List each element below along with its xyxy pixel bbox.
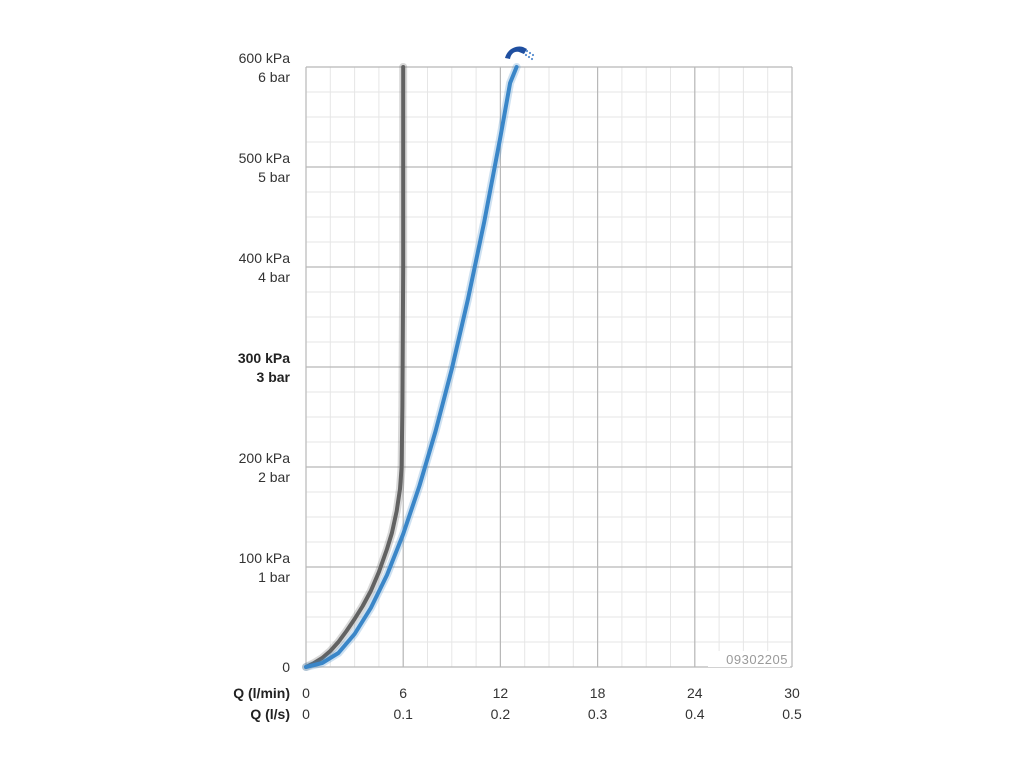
product-code-background bbox=[708, 651, 790, 667]
x-tick-label-lmin: 6 bbox=[399, 685, 407, 701]
product-code: 09302205 bbox=[726, 652, 788, 667]
y-tick-label-kpa: 200 kPa bbox=[239, 450, 291, 466]
y-tick-label-bar: 6 bar bbox=[258, 69, 290, 85]
series-line-1 bbox=[304, 65, 406, 669]
y-axis-labels: 0 100 kPa 1 bar 200 kPa 2 bar 300 kPa 3 bar 400… bbox=[238, 50, 291, 675]
y-tick-label-kpa: 600 kPa bbox=[239, 50, 291, 66]
x-tick-label-lmin: 24 bbox=[687, 685, 703, 701]
y-tick-label-bar: 2 bar bbox=[258, 469, 290, 485]
x-tick-label-lmin: 30 bbox=[784, 685, 800, 701]
y-tick-label-kpa: 500 kPa bbox=[239, 150, 291, 166]
x-tick-label-ls: 0.2 bbox=[491, 706, 511, 722]
y-tick-label-bar: 1 bar bbox=[258, 569, 290, 585]
y-tick-label-kpa: 100 kPa bbox=[239, 550, 291, 566]
y-tick-label-kpa: 0 bbox=[282, 659, 290, 675]
x-tick-label-lmin: 18 bbox=[590, 685, 606, 701]
x-axis-label-lmin: Q (l/min) bbox=[233, 685, 290, 701]
x-tick-label-ls: 0.5 bbox=[782, 706, 802, 722]
series-line-2 bbox=[304, 65, 519, 669]
x-axis-label-ls: Q (l/s) bbox=[250, 706, 290, 722]
x-tick-label-lmin: 0 bbox=[302, 685, 310, 701]
x-tick-label-lmin: 12 bbox=[493, 685, 509, 701]
y-tick-label-bar: 4 bar bbox=[258, 269, 290, 285]
x-tick-label-ls: 0.4 bbox=[685, 706, 705, 722]
shower-head-icon bbox=[505, 46, 535, 61]
y-tick-label-kpa: 300 kPa bbox=[238, 350, 290, 366]
x-tick-label-ls: 0.1 bbox=[393, 706, 413, 722]
series-layer bbox=[302, 63, 521, 671]
x-axis-labels: 0 0 6 0.1 12 0.2 18 0.3 24 0.4 30 0.5 bbox=[302, 685, 802, 722]
x-tick-label-ls: 0.3 bbox=[588, 706, 608, 722]
y-tick-label-bar: 5 bar bbox=[258, 169, 290, 185]
x-tick-label-ls: 0 bbox=[302, 706, 310, 722]
y-tick-label-bar: 3 bar bbox=[257, 369, 291, 385]
y-tick-label-kpa: 400 kPa bbox=[239, 250, 291, 266]
